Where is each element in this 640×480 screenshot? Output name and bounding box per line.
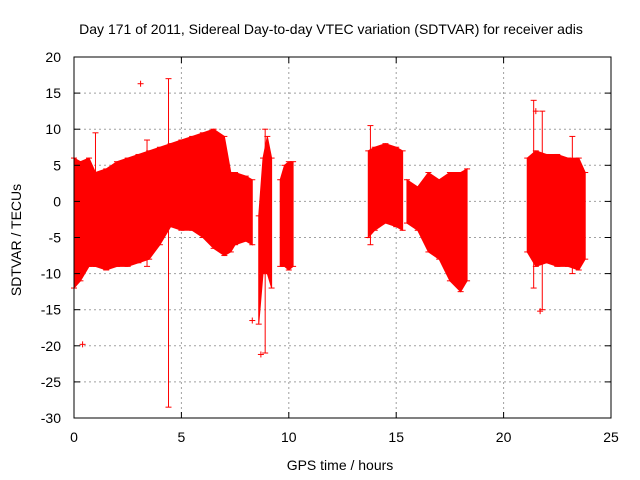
data-band-segment-3	[279, 161, 294, 271]
data-band-segment-6	[526, 150, 586, 271]
y-tick-label: -5	[49, 230, 62, 246]
y-tick-label: 5	[53, 157, 61, 173]
y-tick-label: 15	[45, 85, 61, 101]
x-tick-label: 0	[70, 429, 78, 445]
y-tick-label: -15	[41, 302, 61, 318]
axis-ticks: 0 5 10 15 20 25 -30 -25 -20 -15 -10 -5 0 5 10 15 20	[41, 49, 619, 445]
x-tick-label: 5	[178, 429, 186, 445]
y-tick-label: -10	[41, 266, 61, 282]
y-tick-label: -30	[41, 410, 61, 426]
y-tick-label: 10	[45, 121, 61, 137]
y-tick-label: 20	[45, 49, 61, 65]
y-tick-label: -20	[41, 338, 61, 354]
data-series-layer	[71, 78, 589, 408]
x-tick-label: 20	[496, 429, 512, 445]
y-tick-label: -25	[41, 374, 61, 390]
x-tick-label: 25	[603, 429, 619, 445]
grid-lines	[74, 57, 611, 418]
x-tick-label: 15	[388, 429, 404, 445]
chart-title: Day 171 of 2011, Sidereal Day-to-day VTE…	[79, 21, 583, 37]
data-band-segment-1	[73, 128, 253, 290]
y-tick-label: 0	[53, 193, 61, 209]
y-axis-label: SDTVAR / TECUs	[8, 184, 24, 296]
x-tick-label: 10	[281, 429, 297, 445]
x-axis-label: GPS time / hours	[287, 457, 394, 473]
